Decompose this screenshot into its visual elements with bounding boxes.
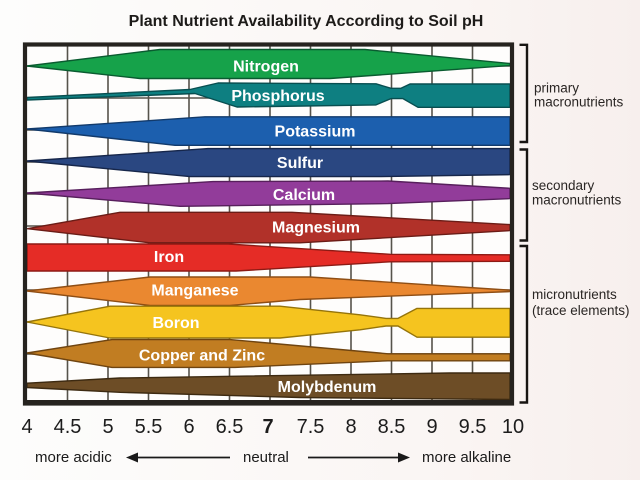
svg-text:Nitrogen: Nitrogen [233, 59, 299, 76]
svg-text:Manganese: Manganese [151, 283, 238, 300]
svg-text:9: 9 [426, 416, 437, 438]
svg-text:(trace elements): (trace elements) [532, 303, 630, 318]
svg-text:Plant Nutrient Availability Ac: Plant Nutrient Availability According to… [129, 13, 484, 30]
svg-text:Sulfur: Sulfur [277, 155, 323, 172]
svg-text:8: 8 [345, 416, 356, 438]
svg-text:9.5: 9.5 [459, 416, 487, 438]
svg-text:5.5: 5.5 [135, 416, 163, 438]
svg-text:7.5: 7.5 [297, 416, 325, 438]
svg-text:Magnesium: Magnesium [272, 220, 360, 237]
svg-text:secondary: secondary [532, 178, 595, 193]
svg-text:Copper and Zinc: Copper and Zinc [139, 348, 265, 365]
svg-text:micronutrients: micronutrients [532, 287, 617, 302]
svg-text:7: 7 [262, 416, 273, 438]
svg-text:more acidic: more acidic [35, 449, 112, 466]
svg-text:6: 6 [183, 416, 194, 438]
svg-text:Potassium: Potassium [275, 124, 356, 141]
svg-text:primary: primary [534, 81, 579, 96]
svg-text:neutral: neutral [243, 449, 289, 466]
svg-text:Iron: Iron [154, 249, 184, 266]
svg-text:8.5: 8.5 [378, 416, 406, 438]
svg-text:4.5: 4.5 [54, 416, 82, 438]
svg-text:4: 4 [21, 416, 32, 438]
svg-text:5: 5 [102, 416, 113, 438]
svg-text:Phosphorus: Phosphorus [231, 88, 324, 105]
svg-text:more alkaline: more alkaline [422, 449, 511, 466]
svg-text:macronutrients: macronutrients [532, 193, 622, 208]
svg-text:6.5: 6.5 [216, 416, 244, 438]
svg-text:10: 10 [502, 416, 524, 438]
svg-text:Calcium: Calcium [273, 187, 335, 204]
svg-text:Boron: Boron [152, 315, 199, 332]
svg-text:macronutrients: macronutrients [534, 95, 624, 110]
svg-text:Molybdenum: Molybdenum [278, 379, 377, 396]
